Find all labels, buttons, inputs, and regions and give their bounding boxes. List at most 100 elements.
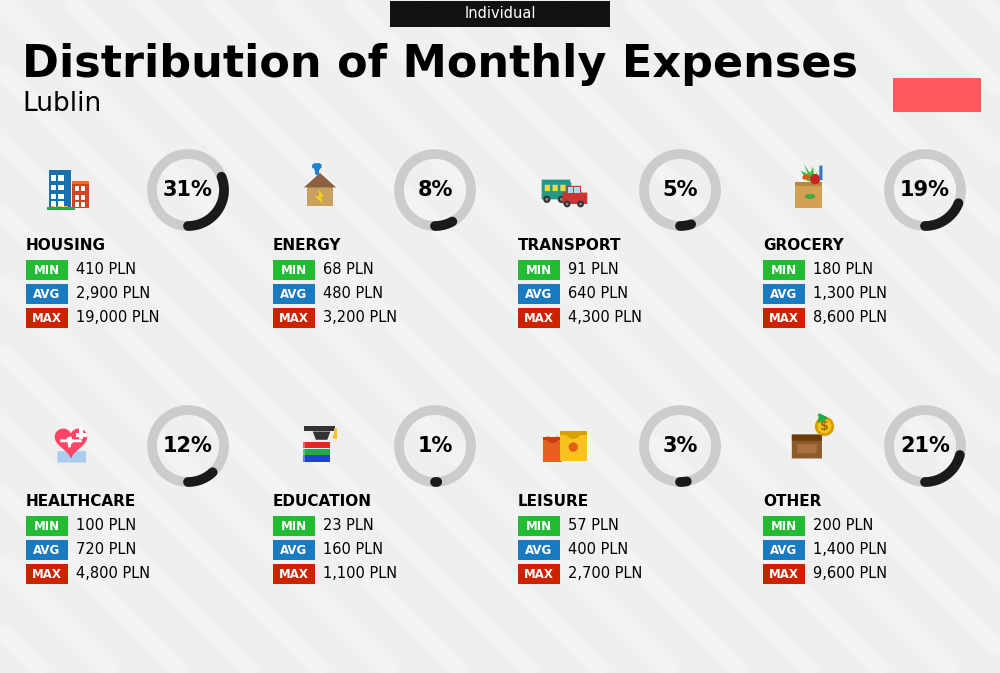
FancyBboxPatch shape <box>543 437 562 439</box>
FancyBboxPatch shape <box>26 540 68 560</box>
Text: MIN: MIN <box>771 520 797 532</box>
Text: MAX: MAX <box>279 567 309 581</box>
Text: 2,900 PLN: 2,900 PLN <box>76 287 150 302</box>
Text: MAX: MAX <box>32 567 62 581</box>
FancyBboxPatch shape <box>51 194 56 199</box>
FancyBboxPatch shape <box>273 284 315 304</box>
Text: MIN: MIN <box>281 264 307 277</box>
Polygon shape <box>801 164 818 181</box>
FancyBboxPatch shape <box>312 164 322 168</box>
FancyBboxPatch shape <box>303 456 305 462</box>
Text: ENERGY: ENERGY <box>273 238 342 254</box>
FancyBboxPatch shape <box>763 308 805 328</box>
FancyBboxPatch shape <box>792 435 822 441</box>
FancyBboxPatch shape <box>553 185 558 191</box>
FancyBboxPatch shape <box>562 192 587 204</box>
FancyBboxPatch shape <box>303 442 330 448</box>
FancyBboxPatch shape <box>75 203 79 207</box>
FancyBboxPatch shape <box>566 182 571 196</box>
FancyBboxPatch shape <box>81 186 85 190</box>
Text: Distribution of Monthly Expenses: Distribution of Monthly Expenses <box>22 44 858 87</box>
Circle shape <box>816 418 833 435</box>
Circle shape <box>577 201 584 207</box>
FancyBboxPatch shape <box>49 170 71 208</box>
FancyBboxPatch shape <box>303 456 330 462</box>
Text: HOUSING: HOUSING <box>26 238 106 254</box>
FancyBboxPatch shape <box>819 166 822 180</box>
FancyBboxPatch shape <box>51 176 56 180</box>
Polygon shape <box>315 190 324 204</box>
FancyBboxPatch shape <box>560 431 587 435</box>
Text: 180 PLN: 180 PLN <box>813 262 873 277</box>
FancyBboxPatch shape <box>26 516 68 536</box>
Text: 91 PLN: 91 PLN <box>568 262 619 277</box>
Text: 4,800 PLN: 4,800 PLN <box>76 567 150 581</box>
Text: GROCERY: GROCERY <box>763 238 844 254</box>
Circle shape <box>810 174 820 184</box>
FancyBboxPatch shape <box>518 284 560 304</box>
Text: MIN: MIN <box>771 264 797 277</box>
Text: 4,300 PLN: 4,300 PLN <box>568 310 642 326</box>
FancyBboxPatch shape <box>518 308 560 328</box>
Text: 200 PLN: 200 PLN <box>813 518 873 534</box>
Circle shape <box>545 198 548 201</box>
Ellipse shape <box>805 194 815 199</box>
Circle shape <box>566 203 568 205</box>
FancyBboxPatch shape <box>567 186 581 194</box>
Text: 480 PLN: 480 PLN <box>323 287 383 302</box>
Text: 1,100 PLN: 1,100 PLN <box>323 567 397 581</box>
FancyBboxPatch shape <box>58 194 64 199</box>
Text: 1%: 1% <box>417 436 453 456</box>
FancyBboxPatch shape <box>542 180 570 199</box>
Circle shape <box>332 435 337 439</box>
Text: AVG: AVG <box>525 544 553 557</box>
FancyBboxPatch shape <box>72 180 89 208</box>
Text: MAX: MAX <box>279 312 309 324</box>
FancyBboxPatch shape <box>26 308 68 328</box>
FancyBboxPatch shape <box>304 426 335 431</box>
Text: MAX: MAX <box>769 567 799 581</box>
FancyBboxPatch shape <box>795 182 822 208</box>
Text: 2,700 PLN: 2,700 PLN <box>568 567 642 581</box>
FancyBboxPatch shape <box>518 540 560 560</box>
Text: 31%: 31% <box>163 180 213 200</box>
Text: 640 PLN: 640 PLN <box>568 287 628 302</box>
Circle shape <box>569 442 578 452</box>
Text: 19,000 PLN: 19,000 PLN <box>76 310 160 326</box>
Ellipse shape <box>802 174 809 180</box>
FancyBboxPatch shape <box>75 186 79 190</box>
FancyBboxPatch shape <box>26 564 68 584</box>
Text: MAX: MAX <box>32 312 62 324</box>
FancyBboxPatch shape <box>390 1 610 27</box>
Text: MIN: MIN <box>34 264 60 277</box>
Text: MIN: MIN <box>281 520 307 532</box>
Text: OTHER: OTHER <box>763 495 821 509</box>
FancyBboxPatch shape <box>763 540 805 560</box>
Text: MAX: MAX <box>524 312 554 324</box>
Text: 57 PLN: 57 PLN <box>568 518 619 534</box>
FancyBboxPatch shape <box>26 260 68 280</box>
FancyBboxPatch shape <box>72 180 89 184</box>
FancyBboxPatch shape <box>792 435 822 458</box>
Text: 21%: 21% <box>900 436 950 456</box>
Text: 8%: 8% <box>417 180 453 200</box>
FancyBboxPatch shape <box>307 187 333 206</box>
Polygon shape <box>304 173 336 187</box>
Text: AVG: AVG <box>280 287 308 301</box>
Text: 3%: 3% <box>662 436 698 456</box>
FancyBboxPatch shape <box>81 195 85 200</box>
FancyBboxPatch shape <box>574 187 580 192</box>
Text: AVG: AVG <box>33 544 61 557</box>
FancyBboxPatch shape <box>26 284 68 304</box>
Text: HEALTHCARE: HEALTHCARE <box>26 495 136 509</box>
FancyBboxPatch shape <box>273 516 315 536</box>
Circle shape <box>558 196 565 203</box>
FancyBboxPatch shape <box>79 427 83 439</box>
Text: AVG: AVG <box>280 544 308 557</box>
FancyBboxPatch shape <box>64 205 68 208</box>
FancyBboxPatch shape <box>545 185 550 191</box>
FancyBboxPatch shape <box>560 431 587 460</box>
Text: 23 PLN: 23 PLN <box>323 518 374 534</box>
FancyBboxPatch shape <box>58 201 64 207</box>
Text: TRANSPORT: TRANSPORT <box>518 238 622 254</box>
